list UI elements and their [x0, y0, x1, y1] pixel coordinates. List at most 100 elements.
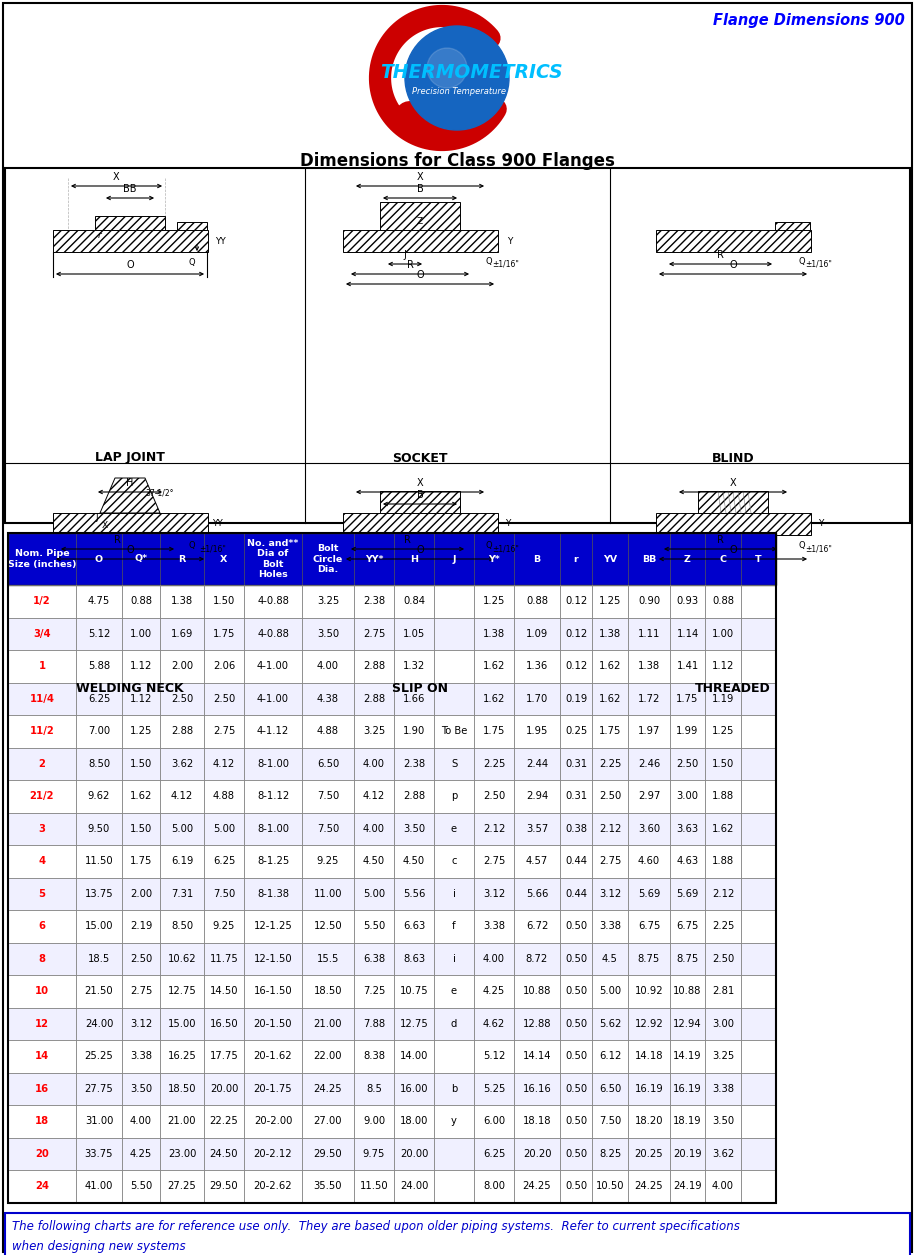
Text: Y: Y [507, 236, 512, 246]
Text: 16.19: 16.19 [635, 1084, 663, 1094]
Text: 24.19: 24.19 [673, 1181, 702, 1191]
Bar [705, 781, 741, 812]
Bar [592, 585, 628, 617]
Text: 10: 10 [35, 986, 49, 996]
Bar [670, 812, 705, 845]
Bar [434, 845, 474, 877]
Text: 6.72: 6.72 [526, 921, 548, 931]
Text: 14.18: 14.18 [635, 1052, 663, 1062]
Text: 11.00: 11.00 [314, 889, 342, 899]
Text: 24.25: 24.25 [522, 1181, 552, 1191]
Text: 2.50: 2.50 [213, 694, 235, 704]
Bar [560, 877, 592, 910]
Text: 2.19: 2.19 [130, 921, 152, 931]
Text: 4.25: 4.25 [130, 1148, 152, 1158]
Text: 1.75: 1.75 [676, 694, 699, 704]
Bar [560, 975, 592, 1008]
Bar [741, 650, 776, 683]
Text: B: B [533, 555, 541, 563]
Bar [354, 1008, 394, 1040]
Bar [705, 975, 741, 1008]
Text: 18.19: 18.19 [673, 1116, 702, 1126]
Text: No. and**
Dia of
Bolt
Holes: No. and** Dia of Bolt Holes [247, 538, 298, 579]
Bar [160, 1040, 204, 1073]
Text: WELDING NECK: WELDING NECK [76, 681, 184, 694]
Text: 20.20: 20.20 [522, 1148, 551, 1158]
Bar [76, 748, 122, 781]
Text: 8-1.00: 8-1.00 [257, 823, 289, 833]
Bar [670, 781, 705, 812]
Text: To Be: To Be [441, 727, 468, 737]
Bar [8, 845, 776, 877]
Text: 12-1.25: 12-1.25 [253, 921, 293, 931]
Bar [474, 943, 514, 975]
Bar [560, 1073, 592, 1104]
Text: YY: YY [215, 236, 226, 246]
Text: 5.00: 5.00 [213, 823, 235, 833]
Bar [244, 617, 302, 650]
Bar [160, 812, 204, 845]
Bar [244, 1073, 302, 1104]
Text: 4.00: 4.00 [483, 954, 505, 964]
Bar [474, 1008, 514, 1040]
Text: 2.38: 2.38 [363, 596, 385, 606]
Bar [8, 585, 776, 617]
Text: 10.88: 10.88 [673, 986, 702, 996]
Text: 2.88: 2.88 [403, 791, 425, 801]
Bar [76, 715, 122, 748]
Text: 9.50: 9.50 [88, 823, 110, 833]
Bar [741, 877, 776, 910]
Text: 1.75: 1.75 [483, 727, 505, 737]
Bar [592, 650, 628, 683]
Text: 0.25: 0.25 [565, 727, 587, 737]
Text: BLIND: BLIND [712, 452, 754, 464]
Bar [474, 1040, 514, 1073]
Bar [628, 812, 670, 845]
Text: 4.50: 4.50 [403, 856, 425, 866]
Bar [514, 812, 560, 845]
Bar [122, 975, 160, 1008]
Bar [592, 1170, 628, 1202]
Text: 3.12: 3.12 [483, 889, 505, 899]
Circle shape [405, 26, 509, 131]
Text: C: C [719, 555, 727, 563]
Text: 16.19: 16.19 [673, 1084, 702, 1094]
Text: 4.00: 4.00 [317, 661, 339, 671]
Bar [122, 910, 160, 943]
Text: R: R [717, 535, 724, 545]
Bar [122, 812, 160, 845]
Bar [560, 715, 592, 748]
Text: 4.12: 4.12 [171, 791, 193, 801]
Text: 33.75: 33.75 [85, 1148, 113, 1158]
Text: 5.25: 5.25 [483, 1084, 505, 1094]
Bar [560, 943, 592, 975]
Bar [394, 715, 434, 748]
Bar [705, 617, 741, 650]
Text: 17.75: 17.75 [210, 1052, 239, 1062]
Bar [160, 617, 204, 650]
Text: 10.50: 10.50 [596, 1181, 624, 1191]
Bar [670, 650, 705, 683]
Text: Flange Dimensions 900: Flange Dimensions 900 [714, 13, 905, 28]
Bar [670, 1104, 705, 1137]
Text: e: e [451, 986, 458, 996]
Text: 1.25: 1.25 [598, 596, 621, 606]
Text: 5.66: 5.66 [526, 889, 548, 899]
Text: 4.57: 4.57 [526, 856, 548, 866]
Text: 8-1.25: 8-1.25 [257, 856, 289, 866]
Bar [592, 748, 628, 781]
Bar [474, 845, 514, 877]
Bar [628, 845, 670, 877]
Bar [160, 845, 204, 877]
Bar [160, 781, 204, 812]
Text: 12.94: 12.94 [673, 1019, 702, 1029]
Bar [8, 683, 76, 715]
Text: 2.50: 2.50 [599, 791, 621, 801]
Text: 2.00: 2.00 [171, 661, 193, 671]
Bar [592, 1073, 628, 1104]
Text: H: H [410, 555, 418, 563]
Bar [592, 812, 628, 845]
Text: 0.12: 0.12 [565, 661, 587, 671]
Text: 3.12: 3.12 [130, 1019, 152, 1029]
Text: 22.00: 22.00 [314, 1052, 342, 1062]
